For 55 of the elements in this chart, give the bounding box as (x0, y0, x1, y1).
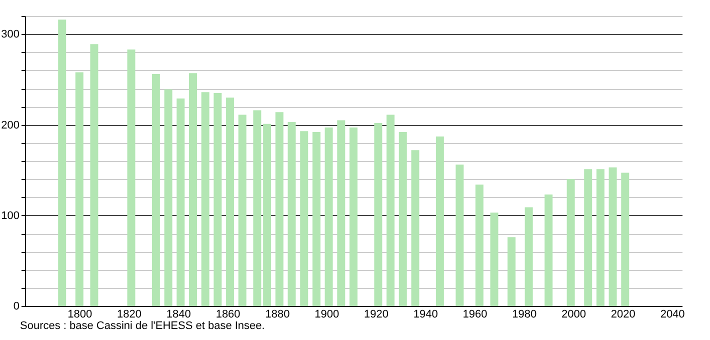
bar (75, 72, 84, 306)
bar (508, 237, 516, 306)
bar (398, 132, 407, 306)
y-tick-label: 100 (1, 210, 20, 222)
bar (90, 44, 98, 306)
source-note: Sources : base Cassini de l'EHESS et base Insee. (20, 320, 265, 332)
bar (608, 167, 617, 306)
bar (475, 184, 484, 306)
x-tick-label: 1960 (462, 308, 488, 320)
bar (490, 212, 498, 306)
bar (312, 132, 320, 306)
bar (288, 122, 296, 306)
bar (566, 179, 575, 306)
bar (350, 127, 358, 306)
bar (411, 150, 420, 306)
bar (436, 136, 444, 306)
y-tick-label: 0 (13, 300, 20, 312)
bar (164, 89, 172, 306)
y-tick-label: 200 (1, 119, 20, 132)
x-tick-label: 1920 (364, 308, 388, 320)
bar (456, 164, 464, 306)
bar (324, 127, 333, 306)
y-tick-label: 300 (1, 28, 20, 41)
x-tick-label: 1980 (512, 308, 537, 320)
bar (188, 73, 197, 306)
bar (176, 98, 185, 306)
x-tick-label: 1800 (68, 308, 92, 320)
bar (263, 124, 272, 306)
bar (374, 122, 382, 306)
bar (596, 169, 604, 306)
bar (337, 120, 346, 306)
bar (275, 112, 284, 306)
bar (226, 98, 234, 306)
bar (544, 194, 553, 306)
x-tick-label: 1860 (216, 308, 240, 320)
bar (524, 207, 533, 306)
x-tick-label: 1900 (314, 308, 340, 320)
x-tick-label: 2040 (660, 308, 685, 320)
bar (58, 20, 66, 306)
bar (214, 93, 222, 306)
bar (300, 131, 308, 306)
bar (127, 50, 136, 306)
bar (386, 114, 395, 306)
bar (152, 74, 160, 306)
x-tick-label: 2000 (562, 308, 586, 320)
bar (584, 169, 592, 306)
x-tick-label: 1840 (166, 308, 191, 320)
x-tick-label: 1820 (117, 308, 142, 320)
x-tick-label: 1940 (413, 308, 438, 320)
bar (621, 172, 630, 306)
bar (201, 92, 210, 306)
x-tick-label: 1880 (265, 308, 290, 320)
bar (253, 110, 262, 306)
x-tick-label: 2020 (610, 308, 636, 320)
bar (238, 114, 246, 306)
